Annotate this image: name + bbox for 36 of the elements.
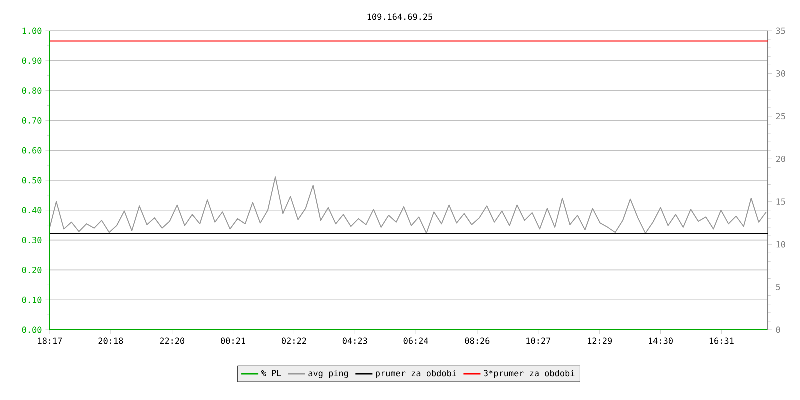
- x-tick-label: 14:30: [649, 338, 673, 344]
- y-tick-label: 0.70: [22, 118, 42, 124]
- y2-tick-label: 10: [776, 241, 786, 248]
- y2-tick-label: 15: [776, 198, 786, 206]
- chart-title: 109.164.69.25: [368, 14, 432, 20]
- y2-tick-label: 35: [776, 28, 786, 34]
- x-tick-label: 06:24: [404, 338, 428, 344]
- legend-label: % PL: [261, 370, 282, 376]
- x-tick-label: 02:22: [282, 338, 306, 344]
- x-tick-label: 10:27: [526, 338, 551, 344]
- x-tick-label: 18:17: [38, 338, 62, 344]
- y-tick-label: 0.90: [22, 58, 42, 64]
- x-tick-label: 20:18: [98, 338, 124, 344]
- y2-tick-label: 25: [776, 113, 786, 120]
- y2-tick-label: 30: [776, 70, 786, 77]
- y-tick-label: 0.80: [22, 88, 42, 94]
- x-tick-label: 22:20: [160, 338, 185, 344]
- legend-label: avg ping: [308, 370, 348, 378]
- x-tick-label: 16:31: [710, 338, 734, 344]
- x-tick-label: 04:23: [342, 338, 368, 344]
- y-tick-label: 0.20: [22, 267, 42, 274]
- y-tick-label: 0.60: [22, 147, 42, 154]
- legend-label: prumer za obdobi: [376, 370, 456, 378]
- x-tick-label: 12:29: [588, 338, 612, 344]
- x-tick-label: 00:21: [221, 338, 246, 344]
- y2-tick-label: 0: [776, 326, 780, 334]
- legend-label: 3*prumer za obdobi: [484, 370, 575, 378]
- y-tick-label: 0.50: [22, 177, 42, 184]
- y-tick-label: 0.30: [22, 237, 42, 244]
- y-tick-label: 0.00: [22, 326, 42, 334]
- y2-tick-label: 20: [776, 156, 786, 162]
- y-tick-label: 1.00: [22, 28, 42, 34]
- y-tick-label: 0.10: [22, 296, 42, 304]
- y-tick-label: 0.40: [22, 207, 42, 214]
- x-tick-label: 08:26: [465, 338, 490, 344]
- y2-tick-label: 5: [776, 284, 780, 290]
